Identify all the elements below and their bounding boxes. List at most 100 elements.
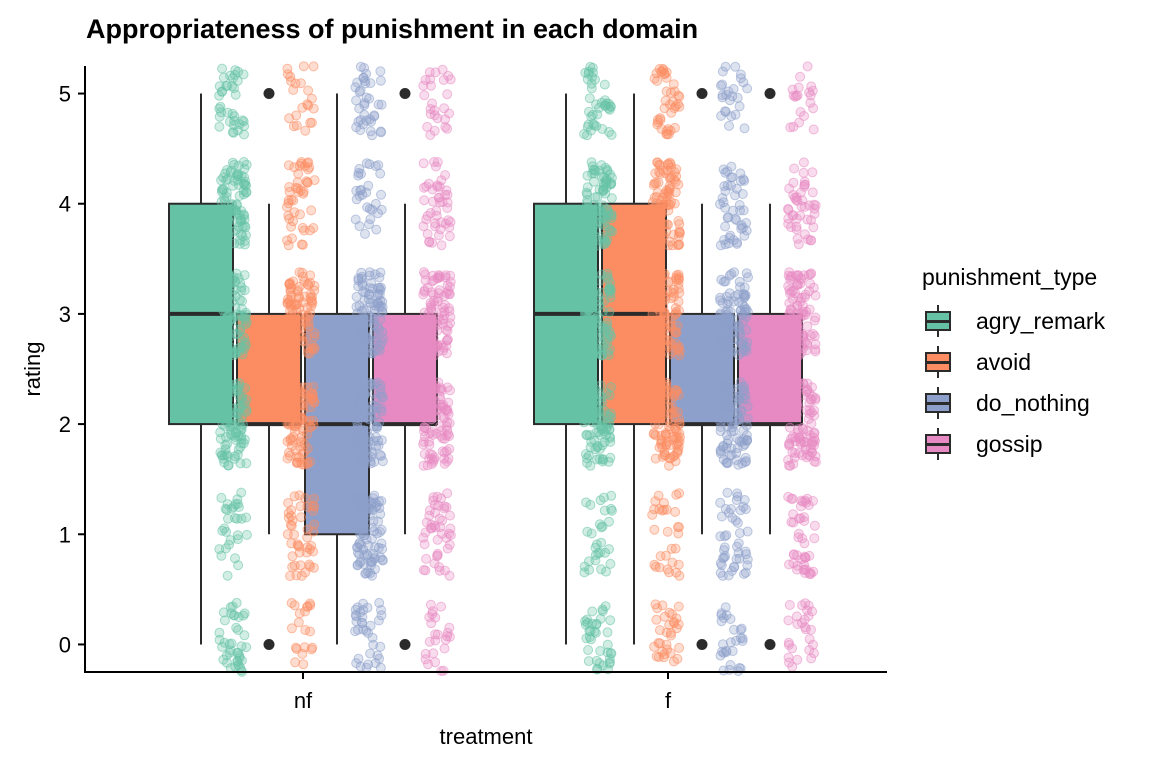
jitter-point bbox=[648, 180, 659, 190]
jitter-point bbox=[653, 490, 664, 501]
jitter-point bbox=[286, 598, 297, 608]
jitter-point bbox=[602, 346, 613, 357]
jitter-point bbox=[670, 423, 681, 434]
jitter-point bbox=[671, 164, 682, 175]
jitter-point bbox=[603, 456, 614, 467]
jitter-point bbox=[297, 297, 308, 308]
jitter-point bbox=[809, 315, 820, 326]
jitter-point bbox=[804, 550, 815, 561]
jitter-point bbox=[442, 89, 453, 100]
jitter-point bbox=[430, 612, 441, 623]
jitter-point bbox=[600, 430, 611, 441]
jitter-point bbox=[375, 295, 386, 306]
jitter-point bbox=[806, 215, 816, 226]
jitter-point bbox=[606, 193, 617, 204]
jitter-point bbox=[306, 117, 317, 128]
jitter-point bbox=[286, 441, 297, 451]
jitter-point bbox=[580, 284, 591, 295]
jitter-point bbox=[441, 446, 452, 457]
jitter-point bbox=[297, 102, 308, 113]
jitter-point bbox=[657, 231, 668, 242]
jitter-point bbox=[586, 83, 597, 94]
jitter-point bbox=[726, 269, 737, 279]
jitter-point bbox=[365, 214, 376, 225]
jitter-point bbox=[237, 419, 248, 430]
jitter-point bbox=[654, 562, 665, 573]
outlier-point bbox=[696, 88, 708, 100]
jitter-point bbox=[309, 175, 320, 186]
jitter-point bbox=[282, 235, 293, 246]
jitter-point bbox=[809, 533, 820, 544]
jitter-point bbox=[732, 238, 742, 249]
jitter-point bbox=[240, 222, 251, 233]
jitter-point bbox=[726, 450, 737, 461]
jitter-point bbox=[302, 532, 313, 543]
jitter-point bbox=[742, 413, 753, 424]
jitter-point bbox=[299, 291, 310, 302]
jitter-point bbox=[428, 648, 439, 659]
jitter-point bbox=[289, 329, 300, 339]
jitter-point bbox=[592, 321, 603, 332]
jitter-point bbox=[232, 383, 243, 394]
jitter-point bbox=[715, 567, 726, 578]
jitter-point bbox=[724, 313, 735, 324]
jitter-point bbox=[661, 439, 672, 450]
jitter-point bbox=[426, 523, 436, 534]
jitter-point bbox=[432, 157, 443, 168]
jitter-point bbox=[582, 238, 593, 248]
y-tick-label: 1 bbox=[59, 522, 71, 547]
jitter-point bbox=[298, 186, 309, 197]
jitter-point bbox=[606, 490, 617, 501]
jitter-point bbox=[659, 270, 669, 281]
jitter-point bbox=[297, 239, 308, 250]
jitter-point bbox=[804, 304, 815, 315]
jitter-point bbox=[602, 268, 613, 279]
jitter-point bbox=[441, 404, 452, 415]
jitter-point bbox=[590, 555, 601, 566]
jitter-point bbox=[239, 608, 250, 619]
y-tick-label: 5 bbox=[59, 82, 71, 107]
jitter-point bbox=[656, 66, 667, 77]
jitter-point bbox=[792, 564, 802, 575]
jitter-point bbox=[787, 493, 798, 504]
jitter-point bbox=[724, 120, 734, 131]
jitter-point bbox=[284, 113, 295, 124]
jitter-point bbox=[306, 301, 317, 312]
jitter-point bbox=[418, 158, 429, 169]
jitter-point bbox=[591, 234, 602, 245]
jitter-point bbox=[296, 512, 307, 523]
jitter-point bbox=[354, 163, 365, 174]
jitter-point bbox=[442, 627, 453, 638]
jitter-point bbox=[808, 124, 819, 135]
jitter-point bbox=[580, 215, 591, 226]
jitter-point bbox=[785, 341, 796, 352]
jitter-point bbox=[783, 652, 794, 663]
jitter-point bbox=[606, 412, 616, 423]
jitter-point bbox=[665, 320, 676, 331]
jitter-point bbox=[309, 328, 320, 339]
jitter-point bbox=[720, 602, 731, 613]
outlier-point bbox=[399, 638, 411, 650]
jitter-point bbox=[354, 86, 365, 97]
jitter-point bbox=[236, 411, 247, 422]
jitter-point bbox=[287, 551, 298, 562]
jitter-point bbox=[374, 503, 385, 513]
jitter-point bbox=[357, 189, 368, 200]
jitter-point bbox=[653, 419, 664, 430]
jitter-point bbox=[436, 240, 447, 251]
jitter-point bbox=[791, 224, 802, 235]
jitter-point bbox=[723, 435, 734, 446]
jitter-point bbox=[308, 103, 319, 114]
jitter-point bbox=[232, 449, 243, 460]
jitter-point bbox=[719, 392, 730, 403]
jitter-point bbox=[366, 522, 377, 533]
jitter-point bbox=[232, 217, 243, 228]
jitter-point bbox=[220, 503, 231, 514]
jitter-point bbox=[358, 328, 369, 339]
jitter-point bbox=[787, 661, 798, 672]
jitter-point bbox=[670, 506, 681, 517]
jitter-point bbox=[602, 164, 613, 175]
jitter-point bbox=[655, 168, 666, 179]
jitter-point bbox=[374, 597, 385, 608]
outlier-point bbox=[764, 88, 776, 100]
